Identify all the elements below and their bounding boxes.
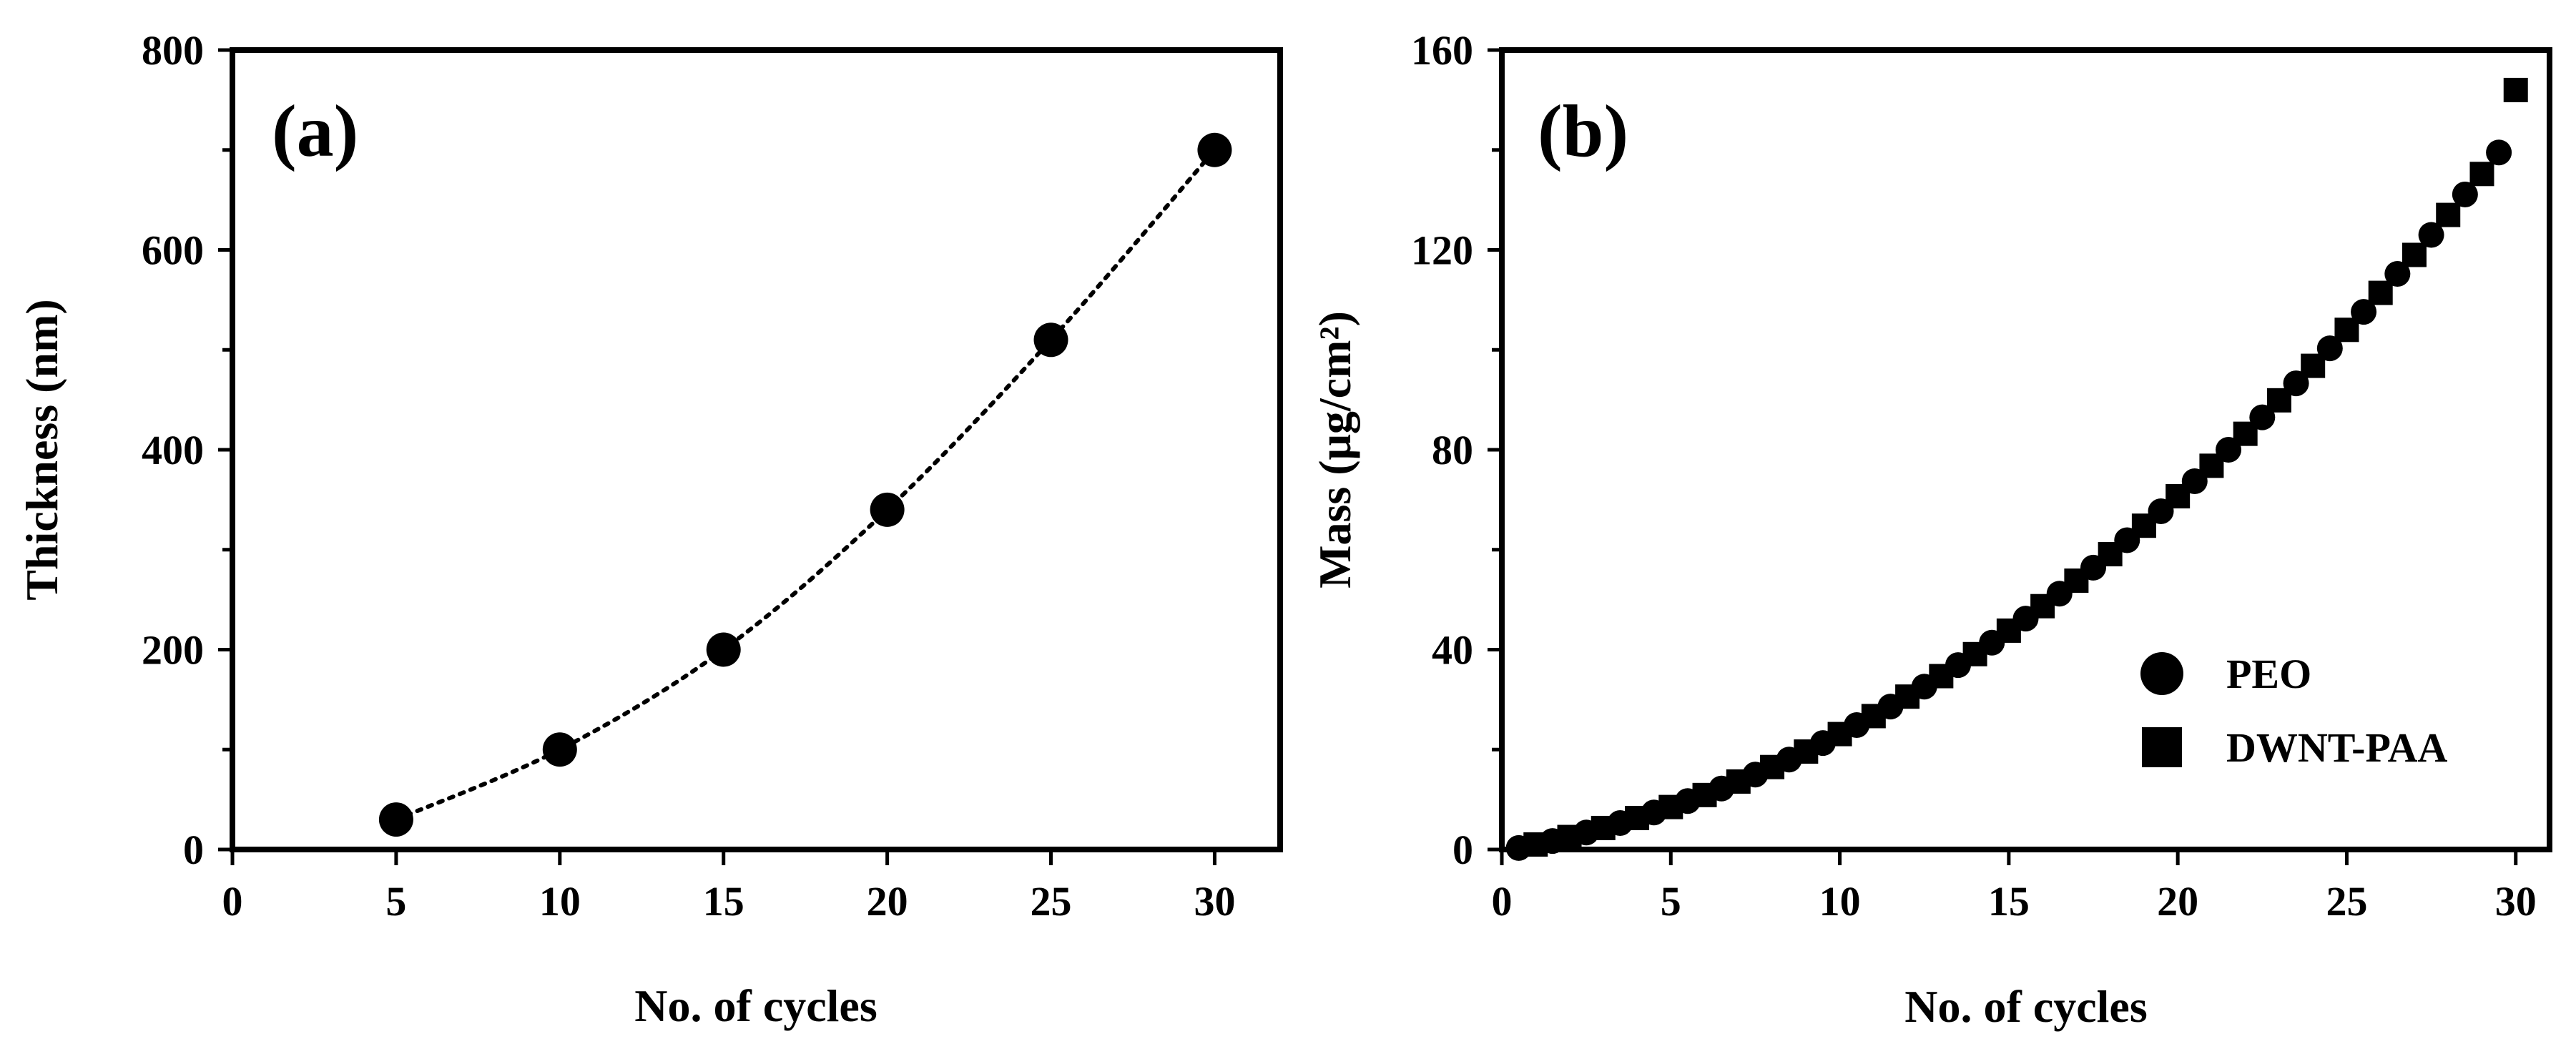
panel-a-x-tick-label: 25 <box>1031 878 1072 925</box>
panel-a-marks <box>378 132 1232 837</box>
panel-a-y-axis-title: Thickness (nm) <box>16 299 67 600</box>
panel-a-x-tick-label: 15 <box>703 878 744 925</box>
panel-a-x-tick-label: 30 <box>1194 878 1235 925</box>
legend-peo-label: PEO <box>2226 651 2311 697</box>
panel-b-dwnt-paa-point <box>1827 721 1852 747</box>
panel-b-label: (b) <box>1538 90 1628 172</box>
panel-a: 0 5 10 15 20 25 30 0 200 400 600 800 (a) No. of cyc… <box>16 27 1283 1031</box>
panel-b-marks <box>1505 77 2528 861</box>
panel-b-dwnt-paa-point <box>2266 388 2291 413</box>
panel-b-plot-frame <box>1499 47 2552 852</box>
panel-b-dwnt-paa-point <box>1591 815 1616 840</box>
panel-b-dwnt-paa-point <box>2098 542 2123 567</box>
panel-a-thickness-point <box>542 732 577 767</box>
panel-a-thickness-point <box>1197 132 1232 167</box>
panel-b-dwnt-paa-point <box>2503 77 2528 102</box>
panel-b-y-axis-title: Mass (μg/cm²) <box>1309 311 1360 588</box>
panel-b-y-tick-label: 160 <box>1411 27 1473 74</box>
panel-b-dwnt-paa-point <box>1557 824 1582 849</box>
panel-b-dwnt-paa-point <box>2199 453 2224 478</box>
panel-b-dwnt-paa-point <box>2469 162 2494 187</box>
legend-dwnt-paa-marker <box>2142 727 2182 767</box>
panel-b-x-tick-label: 15 <box>1988 878 2030 925</box>
panel-b-x-tick-label: 25 <box>2326 878 2367 925</box>
panel-b-dwnt-paa-point <box>1794 739 1819 764</box>
panel-b-peo-point <box>2418 222 2444 248</box>
panel-b-x-tick-label: 0 <box>1492 878 1513 925</box>
panel-b-x-tick-label: 10 <box>1819 878 1861 925</box>
panel-b-y-tick-label: 80 <box>1432 427 1473 473</box>
panel-a-x-tick-label: 0 <box>222 878 243 925</box>
panel-b-dwnt-paa-point <box>1895 684 1920 709</box>
panel-b-dwnt-paa-point <box>1760 754 1785 779</box>
panel-a-thickness-point <box>870 492 905 527</box>
panel-b-dwnt-paa-point <box>2030 594 2055 619</box>
panel-a-thickness-point <box>1033 322 1068 358</box>
panel-b-x-axis-title: No. of cycles <box>1904 981 2147 1032</box>
panel-b-y-tick-label: 120 <box>1411 227 1473 274</box>
panel-b-dwnt-paa-point <box>2233 421 2258 446</box>
panel-b-dwnt-paa-point <box>2064 568 2089 594</box>
panel-b-dwnt-paa-point <box>1692 782 1717 807</box>
legend-peo-marker <box>2140 652 2183 695</box>
panel-b-x-tick-label: 20 <box>2157 878 2198 925</box>
panel-b-dwnt-paa-point <box>2368 280 2393 305</box>
panel-b-dwnt-paa-point <box>1996 618 2021 643</box>
panel-a-thickness-point <box>706 632 741 667</box>
panel-b: 0 5 10 15 20 25 30 0 40 80 120 160 (b) No. of cycle… <box>1309 27 2552 1032</box>
legend-dwnt-paa-label: DWNT-PAA <box>2226 724 2447 771</box>
panel-b-legend: PEO DWNT-PAA <box>2140 651 2447 771</box>
panel-a-y-tick-label: 400 <box>142 427 204 473</box>
panel-b-dwnt-paa-point <box>1658 794 1683 819</box>
panel-a-y-tick-label: 800 <box>142 27 204 74</box>
panel-b-peo-point <box>2486 139 2512 166</box>
panel-a-y-tick-label: 0 <box>183 827 204 873</box>
panel-b-dwnt-paa-point <box>1726 769 1751 794</box>
panel-b-x-tick-label: 5 <box>1661 878 1681 925</box>
panel-a-plot-frame <box>230 47 1283 852</box>
panel-b-dwnt-paa-point <box>1929 664 1954 689</box>
panel-b-dwnt-paa-point <box>2334 317 2359 343</box>
panel-a-y-tick-label: 200 <box>142 627 204 674</box>
panel-b-dwnt-paa-point <box>1962 641 1987 666</box>
panel-a-x-axis-title: No. of cycles <box>634 980 877 1031</box>
panel-b-dwnt-paa-point <box>2402 242 2427 267</box>
panel-b-x-tick-label: 30 <box>2495 878 2537 925</box>
panel-a-x-tick-label: 10 <box>539 878 581 925</box>
panel-a-thickness-point <box>378 802 413 837</box>
panel-b-dwnt-paa-point <box>2301 353 2326 378</box>
panel-b-dwnt-paa-point <box>2436 202 2461 227</box>
panel-b-dwnt-paa-point <box>1625 805 1650 830</box>
panel-b-dwnt-paa-point <box>1523 832 1548 857</box>
panel-a-y-tick-label: 600 <box>142 227 204 274</box>
panel-b-dwnt-paa-point <box>1861 704 1886 729</box>
panel-b-dwnt-paa-point <box>2165 483 2191 508</box>
panel-a-x-tick-label: 5 <box>385 878 406 925</box>
panel-b-y-tick-label: 40 <box>1432 627 1473 674</box>
panel-a-x-tick-label: 20 <box>867 878 908 925</box>
panel-a-label: (a) <box>272 90 358 172</box>
panel-b-peo-point <box>2384 261 2411 287</box>
panel-b-y-tick-label: 0 <box>1452 827 1473 873</box>
panel-a-ticks: 0 5 10 15 20 25 30 0 200 400 600 800 <box>142 27 1235 925</box>
panel-b-dwnt-paa-point <box>2131 513 2156 538</box>
panel-b-peo-point <box>2452 181 2478 207</box>
